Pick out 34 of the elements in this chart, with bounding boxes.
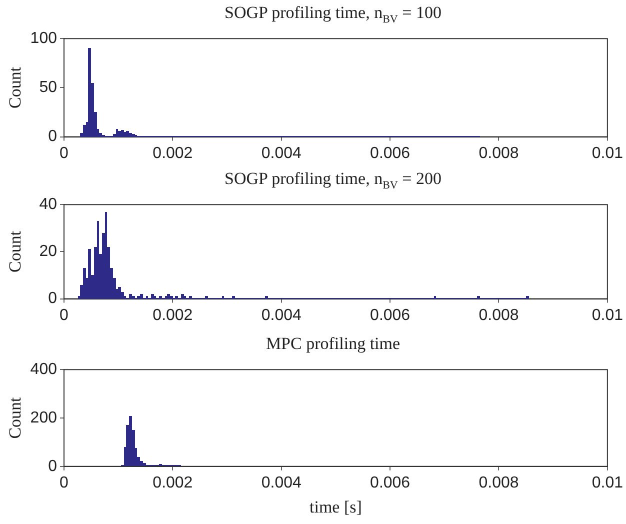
x-tick-label: 0.002 — [152, 306, 193, 324]
x-tick-label: 0 — [60, 474, 69, 492]
x-tick-label: 0.002 — [152, 144, 193, 162]
x-tick-label: 0.006 — [370, 306, 410, 324]
y-tick-label: 0 — [48, 458, 58, 475]
x-tick-label: 0.004 — [261, 306, 302, 324]
x-tick-label: 0 — [60, 144, 69, 162]
y-tick-label: 0 — [48, 290, 58, 308]
x-axis-title: time [s] — [310, 497, 362, 516]
y-tick-label: 50 — [39, 79, 58, 96]
x-tick-label: 0.006 — [370, 474, 410, 492]
y-axis-title: Count — [6, 396, 25, 439]
x-tick-label: 0.01 — [592, 474, 624, 492]
chart-title: SOGP profiling time, n$_{BV}$ = 100 — [224, 2, 442, 26]
y-tick-label: 20 — [39, 243, 58, 260]
y-tick-label: 100 — [30, 30, 58, 48]
x-tick-label: 0 — [60, 306, 69, 324]
y-tick-label: 0 — [48, 128, 58, 146]
x-tick-label: 0.008 — [478, 474, 519, 492]
x-tick-label: 0.01 — [592, 144, 624, 162]
y-axis-title: Count — [6, 230, 25, 272]
x-tick-label: 0.01 — [592, 306, 624, 324]
y-tick-label: 200 — [30, 409, 58, 426]
chart-title: SOGP profiling time, n$_{BV}$ = 200 — [224, 168, 442, 192]
x-tick-label: 0.004 — [261, 144, 302, 162]
chart-title: MPC profiling time — [264, 333, 402, 355]
x-tick-label: 0.006 — [370, 144, 410, 162]
x-tick-label: 0.002 — [152, 474, 193, 492]
y-tick-label: 400 — [30, 361, 58, 378]
x-tick-label: 0.004 — [261, 474, 302, 492]
x-tick-label: 0.008 — [478, 306, 519, 324]
y-tick-label: 40 — [39, 196, 58, 214]
x-tick-label: 0.008 — [478, 144, 519, 162]
y-axis-title: Count — [6, 66, 25, 108]
